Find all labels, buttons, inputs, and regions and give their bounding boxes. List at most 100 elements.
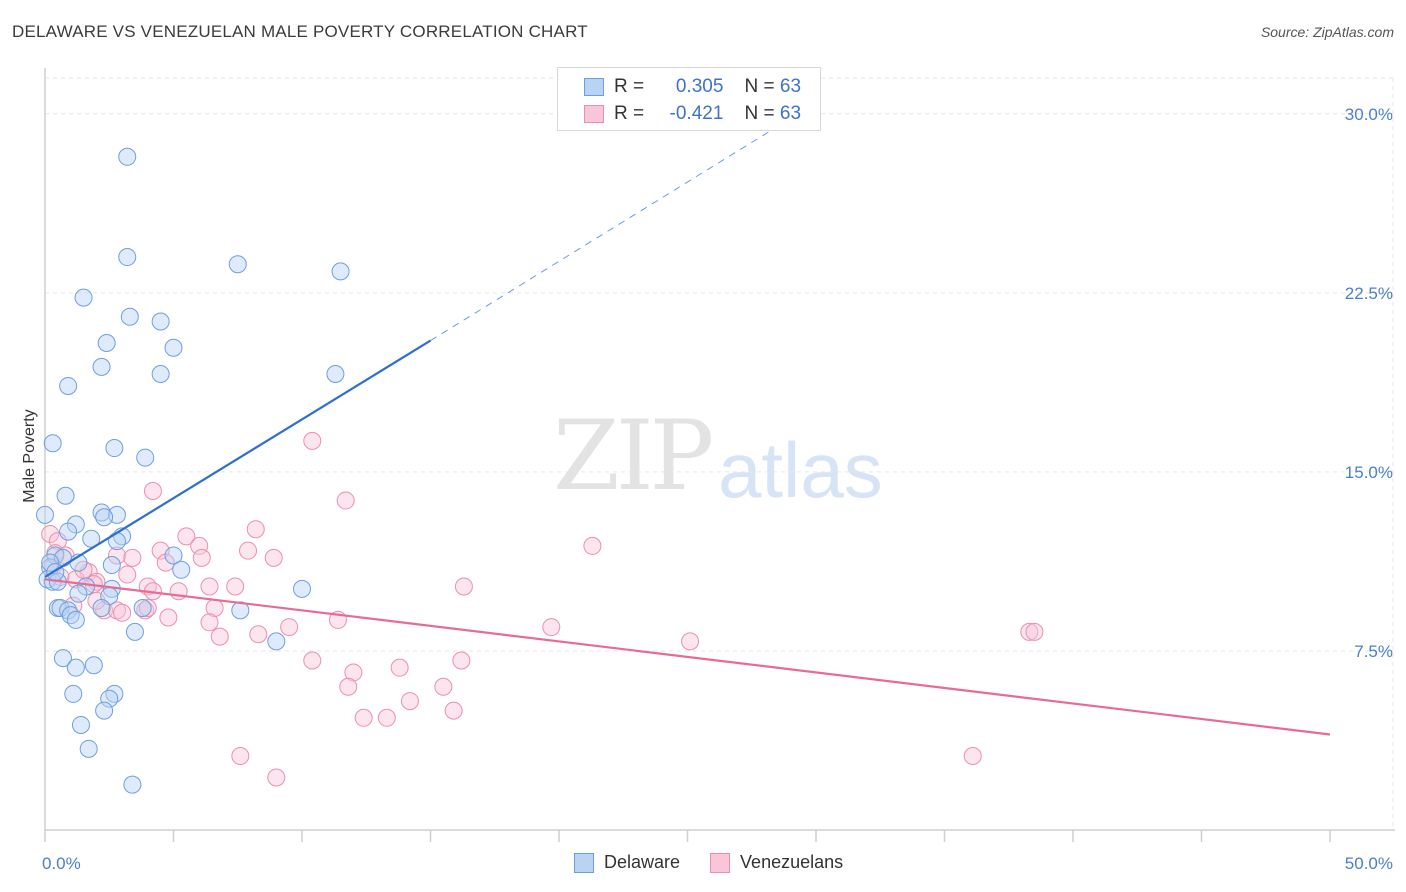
venezuelans-point [542, 618, 561, 637]
legend-item-delaware[interactable]: Delaware [574, 852, 680, 873]
delaware-point [120, 307, 139, 326]
y-tick-label: 7.5% [1354, 642, 1393, 661]
venezuelans-point [303, 651, 322, 670]
legend-label-venezuelans: Venezuelans [740, 852, 844, 872]
venezuelans-point [113, 603, 132, 622]
delaware-point [118, 147, 137, 166]
delaware-trend-line [44, 339, 432, 578]
venezuelans-point [681, 632, 700, 651]
venezuelans-point [159, 608, 178, 627]
delaware-point [59, 376, 78, 395]
delaware-point [92, 357, 111, 376]
delaware-point [66, 610, 85, 629]
legend-row-delaware: R = 0.305 N = 63 [584, 75, 801, 99]
venezuelans-swatch [584, 105, 604, 123]
venezuelans-point [107, 601, 126, 620]
venezuelans-point [200, 577, 219, 596]
venezuelans-point [156, 553, 175, 572]
delaware-point [43, 434, 62, 453]
delaware-point [64, 684, 83, 703]
venezuelans-point [177, 527, 196, 546]
delaware-point [293, 579, 311, 598]
delaware-point [66, 658, 85, 677]
delaware-point [59, 522, 78, 541]
delaware-point [56, 486, 75, 505]
delaware-point [164, 338, 183, 357]
venezuelans-point [190, 536, 209, 555]
y-tick-label: 22.5% [1345, 284, 1393, 303]
y-axis-label: Male Poverty [21, 409, 38, 502]
legend-item-venezuelans[interactable]: Venezuelans [710, 852, 843, 873]
y-tick-label: 15.0% [1345, 463, 1393, 482]
delaware-point [36, 505, 54, 524]
delaware-point [164, 546, 183, 565]
delaware-point [95, 508, 114, 527]
venezuelans-point [264, 548, 283, 567]
venezuelans-point [143, 482, 162, 501]
venezuelans-point [41, 524, 60, 543]
delaware-point [331, 262, 350, 281]
legend-r-value: 0.305 [675, 76, 724, 97]
delaware-point [105, 684, 124, 703]
venezuelans-point [118, 565, 137, 584]
venezuelans-point [210, 627, 229, 646]
venezuelans-point [390, 658, 409, 677]
delaware-point [136, 448, 155, 467]
venezuelans-points [41, 431, 1044, 787]
trend-lines [44, 118, 1331, 736]
venezuelans-point [95, 601, 114, 620]
source-label: Source: ZipAtlas.com [1260, 24, 1394, 40]
delaware-point [79, 739, 98, 758]
delaware-point [92, 503, 111, 522]
venezuelans-point [1025, 622, 1044, 641]
delaware-point [92, 598, 111, 617]
delaware-point [326, 365, 345, 384]
delaware-point [82, 529, 101, 548]
delaware-point [100, 689, 119, 708]
delaware-point [105, 439, 124, 458]
venezuelans-point [336, 491, 355, 510]
delaware-point [125, 622, 144, 641]
y-tick-label: 30.0% [1345, 105, 1393, 124]
venezuelans-point [246, 520, 265, 539]
venezuelans-trend-line [44, 578, 1331, 736]
legend-n-label: N = [744, 76, 775, 97]
tick-labels: 7.5% 15.0% 22.5% 30.0% 0.0% 50.0% [42, 105, 1393, 873]
chart-title: DELAWARE VS VENEZUELAN MALE POVERTY CORR… [12, 22, 588, 41]
delaware-trend-extension [430, 118, 791, 342]
venezuelans-point [123, 548, 142, 567]
legend-n-label: N = [744, 103, 775, 124]
legend-n-value: 63 [779, 76, 802, 97]
venezuelans-point [444, 701, 463, 720]
venezuelans-point [192, 548, 211, 567]
legend-r-value: -0.421 [669, 103, 724, 124]
delaware-points [36, 147, 350, 794]
legend-n-value: 63 [779, 103, 802, 124]
delaware-point [267, 632, 286, 651]
delaware-point [97, 333, 116, 352]
x-tick-label: 50.0% [1345, 854, 1393, 873]
delaware-point [228, 255, 247, 274]
venezuelans-point [354, 708, 373, 727]
delaware-point [102, 556, 121, 575]
delaware-point [66, 515, 85, 534]
delaware-point [61, 606, 80, 625]
axes [44, 68, 1395, 842]
venezuelans-point [400, 692, 419, 711]
delaware-point [41, 553, 60, 572]
legend-row-venezuelans: R = -0.421 N = 63 [584, 102, 801, 126]
venezuelans-point [454, 577, 473, 596]
watermark-atlas: atlas [718, 426, 883, 514]
venezuelans-point [267, 768, 286, 787]
delaware-point [123, 775, 142, 794]
venezuelans-point [231, 746, 250, 765]
x-tick-label: 0.0% [42, 854, 81, 873]
legend-r-label: R = [614, 103, 645, 124]
legend-r-label: R = [614, 76, 645, 97]
series-legend: Delaware Venezuelans [574, 852, 873, 873]
venezuelans-point [249, 625, 268, 644]
venezuelans-point [136, 601, 155, 620]
delaware-point [74, 288, 93, 307]
delaware-point [53, 649, 72, 668]
venezuelans-point [280, 618, 299, 637]
